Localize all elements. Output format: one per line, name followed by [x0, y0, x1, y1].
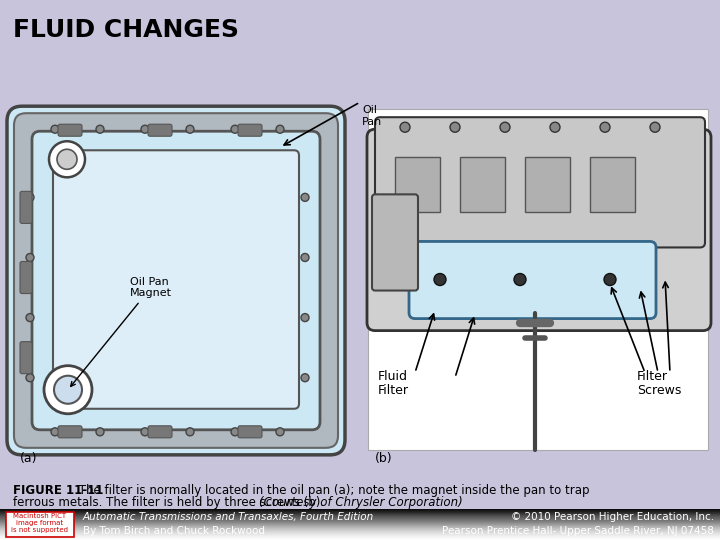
FancyBboxPatch shape: [368, 109, 708, 450]
Circle shape: [51, 125, 59, 133]
FancyBboxPatch shape: [238, 426, 262, 438]
FancyBboxPatch shape: [372, 194, 418, 291]
Circle shape: [141, 125, 149, 133]
Text: (b): (b): [375, 452, 392, 465]
Circle shape: [141, 428, 149, 436]
FancyBboxPatch shape: [409, 241, 656, 319]
FancyBboxPatch shape: [525, 157, 570, 212]
Circle shape: [231, 428, 239, 436]
Circle shape: [26, 253, 34, 261]
Text: Pearson Prentice Hall- Upper Saddle River, NJ 07458: Pearson Prentice Hall- Upper Saddle Rive…: [442, 526, 714, 536]
Circle shape: [186, 125, 194, 133]
FancyBboxPatch shape: [20, 342, 32, 374]
Circle shape: [96, 428, 104, 436]
Circle shape: [276, 125, 284, 133]
Text: ferrous metals. The filter is held by three screws (b).: ferrous metals. The filter is held by th…: [13, 496, 328, 509]
Text: The filter is normally located in the oil pan (a); note the magnet inside the pa: The filter is normally located in the oi…: [76, 484, 590, 497]
Circle shape: [301, 253, 309, 261]
Circle shape: [26, 314, 34, 322]
Circle shape: [514, 273, 526, 286]
FancyBboxPatch shape: [590, 157, 635, 212]
FancyBboxPatch shape: [238, 124, 262, 136]
Text: Oil Pan
Magnet: Oil Pan Magnet: [71, 276, 172, 386]
Circle shape: [301, 314, 309, 322]
Text: By Tom Birch and Chuck Rockwood: By Tom Birch and Chuck Rockwood: [83, 526, 265, 536]
Text: FIGURE 11-11: FIGURE 11-11: [13, 484, 104, 497]
Circle shape: [26, 374, 34, 382]
Circle shape: [186, 428, 194, 436]
Text: (a): (a): [20, 452, 37, 465]
Circle shape: [434, 273, 446, 286]
Text: Screws: Screws: [637, 384, 681, 397]
Circle shape: [96, 125, 104, 133]
Text: © 2010 Pearson Higher Education, Inc.: © 2010 Pearson Higher Education, Inc.: [511, 512, 714, 522]
Text: Oil
Pan: Oil Pan: [362, 105, 382, 127]
Circle shape: [44, 366, 92, 414]
FancyBboxPatch shape: [58, 124, 82, 136]
Circle shape: [500, 122, 510, 132]
Circle shape: [604, 273, 616, 286]
Circle shape: [450, 122, 460, 132]
FancyBboxPatch shape: [395, 157, 440, 212]
Circle shape: [650, 122, 660, 132]
Text: Macintosh PICT
image format
is not supported: Macintosh PICT image format is not suppo…: [11, 513, 68, 533]
FancyBboxPatch shape: [58, 426, 82, 438]
FancyBboxPatch shape: [148, 426, 172, 438]
Text: (Courtesy of Chrysler Corporation): (Courtesy of Chrysler Corporation): [259, 496, 463, 509]
FancyBboxPatch shape: [20, 191, 32, 224]
FancyBboxPatch shape: [14, 113, 338, 448]
Text: Filter: Filter: [378, 384, 409, 397]
Text: FLUID CHANGES: FLUID CHANGES: [13, 18, 239, 42]
Circle shape: [301, 374, 309, 382]
Circle shape: [51, 428, 59, 436]
Circle shape: [49, 141, 85, 177]
FancyBboxPatch shape: [32, 131, 320, 430]
Circle shape: [231, 125, 239, 133]
FancyBboxPatch shape: [148, 124, 172, 136]
FancyBboxPatch shape: [20, 261, 32, 294]
Circle shape: [57, 149, 77, 170]
Circle shape: [54, 376, 82, 404]
Text: Fluid: Fluid: [378, 370, 408, 383]
Circle shape: [301, 193, 309, 201]
FancyBboxPatch shape: [460, 157, 505, 212]
FancyBboxPatch shape: [375, 117, 705, 247]
FancyBboxPatch shape: [367, 129, 711, 330]
FancyBboxPatch shape: [6, 512, 74, 537]
Text: Automatic Transmissions and Transaxles, Fourth Edition: Automatic Transmissions and Transaxles, …: [83, 512, 374, 522]
FancyBboxPatch shape: [7, 106, 345, 455]
Circle shape: [26, 193, 34, 201]
FancyBboxPatch shape: [53, 150, 299, 409]
Circle shape: [550, 122, 560, 132]
Circle shape: [600, 122, 610, 132]
FancyBboxPatch shape: [12, 109, 342, 450]
Circle shape: [276, 428, 284, 436]
Text: Filter: Filter: [637, 370, 668, 383]
Circle shape: [400, 122, 410, 132]
